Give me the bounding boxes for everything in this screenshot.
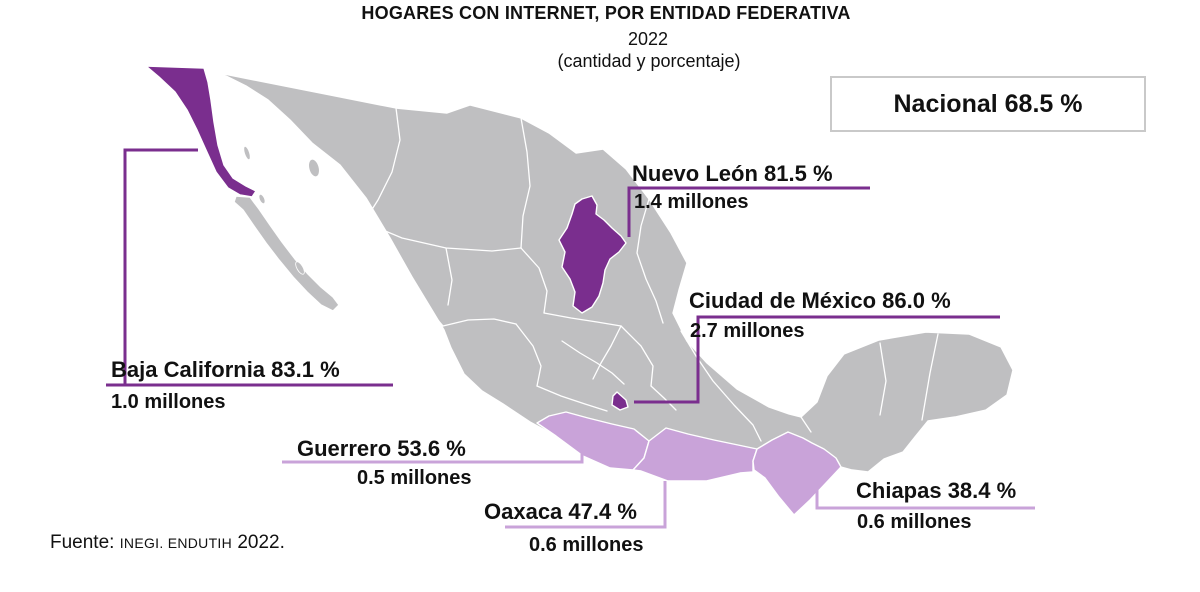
callout-oaxaca-label: Oaxaca 47.4 % <box>484 499 637 524</box>
source-prefix: Fuente: <box>50 532 115 553</box>
title-subtitle: (cantidad y porcentaje) <box>557 51 741 71</box>
callout-baja-california-label: Baja California 83.1 % <box>111 357 340 382</box>
state-chiapas <box>752 431 842 516</box>
callout-guerrero-amount: 0.5 millones <box>357 467 472 489</box>
callout-chiapas-label: Chiapas 38.4 % <box>856 478 1017 503</box>
callout-lines <box>106 148 1035 529</box>
callout-oaxaca-amount: 0.6 millones <box>529 534 644 556</box>
callout-chiapas-amount: 0.6 millones <box>857 511 972 533</box>
mexico-mainland <box>213 71 1014 517</box>
leader-line-guerrero <box>282 453 584 464</box>
state-nuevo-leon <box>558 195 627 314</box>
leader-line-baja-california <box>123 148 198 385</box>
leader-line-chiapas <box>815 478 1035 510</box>
callout-cdmx-label: Ciudad de México 86.0 % <box>689 288 951 313</box>
source-year: 2022. <box>237 532 285 553</box>
state-baja-california <box>145 65 257 198</box>
callout-nuevo-leon-label: Nuevo León 81.5 % <box>632 161 833 186</box>
title-year: 2022 <box>627 29 669 49</box>
source-institution: INEGI. ENDUTIH <box>119 535 233 551</box>
page-title: HOGARES CON INTERNET, POR ENTIDAD FEDERA… <box>361 3 851 23</box>
leader-line-oaxaca <box>505 481 667 529</box>
callout-nuevo-leon-amount: 1.4 millones <box>634 191 749 213</box>
national-value-label: Nacional 68.5 % <box>893 89 1083 118</box>
gulf-islands <box>243 145 320 275</box>
state-baja-california-sur <box>233 195 340 312</box>
national-value-box: Nacional 68.5 % <box>830 76 1146 132</box>
callout-baja-california-amount: 1.0 millones <box>111 391 226 413</box>
callout-guerrero-label: Guerrero 53.6 % <box>297 436 466 461</box>
state-borders-decorative <box>351 107 939 442</box>
callout-cdmx-amount: 2.7 millones <box>690 320 805 342</box>
leader-line-nuevo-leon <box>627 186 870 237</box>
leader-line-ciudad-de-mexico <box>634 315 1000 404</box>
source-note: Fuente: INEGI. ENDUTIH 2022. <box>50 532 285 554</box>
state-ciudad-de-mexico <box>611 391 629 411</box>
